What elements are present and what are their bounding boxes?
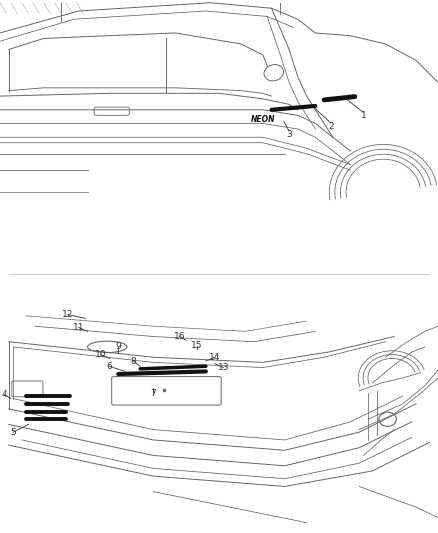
Text: 10: 10 bbox=[95, 350, 106, 359]
Text: 3: 3 bbox=[286, 130, 292, 139]
Text: 1: 1 bbox=[360, 111, 367, 120]
Text: 15: 15 bbox=[191, 341, 203, 350]
Text: 7: 7 bbox=[150, 389, 156, 398]
Text: 6: 6 bbox=[106, 362, 113, 371]
Text: 9: 9 bbox=[115, 342, 121, 351]
Ellipse shape bbox=[264, 64, 283, 81]
Text: 16: 16 bbox=[174, 332, 185, 341]
Text: 2: 2 bbox=[328, 122, 333, 131]
Text: 12: 12 bbox=[62, 310, 74, 319]
Text: 5: 5 bbox=[10, 427, 16, 437]
Text: NEON: NEON bbox=[251, 115, 275, 124]
Text: 4: 4 bbox=[2, 390, 7, 399]
Text: 8: 8 bbox=[131, 357, 137, 366]
Text: 13: 13 bbox=[218, 363, 229, 372]
Text: 14: 14 bbox=[209, 353, 220, 362]
Text: 11: 11 bbox=[73, 323, 85, 332]
